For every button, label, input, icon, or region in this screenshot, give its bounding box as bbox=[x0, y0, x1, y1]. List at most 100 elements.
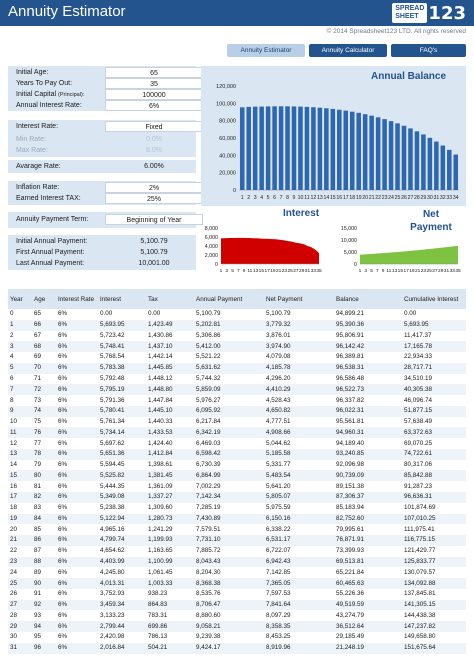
table-cell: 4,410.29 bbox=[264, 384, 334, 396]
table-cell: 6% bbox=[56, 599, 98, 611]
y-tick-label: 80,000 bbox=[219, 119, 236, 125]
balance-bar bbox=[259, 106, 264, 190]
logo-number: 123 bbox=[428, 2, 466, 24]
table-row: 19 84 6% 5,122.94 1,280.73 7,430.89 6,150.16 82… bbox=[8, 513, 466, 525]
table-cell: 96,142.42 bbox=[334, 341, 402, 353]
table-cell: 8,043.43 bbox=[194, 556, 264, 568]
x-tick-label: 28 bbox=[414, 195, 420, 201]
table-cell: 94,960.31 bbox=[334, 427, 402, 439]
table-cell: 6,150.16 bbox=[264, 513, 334, 525]
table-cell: 8,535.76 bbox=[196, 590, 221, 598]
x-tick-label: 3 bbox=[364, 268, 367, 274]
table-cell: 5,122.94 bbox=[98, 513, 146, 525]
table-cell: 147,237.82 bbox=[402, 621, 466, 632]
years-to-pay-input[interactable]: 35 bbox=[105, 78, 203, 89]
table-cell: 4 bbox=[10, 353, 14, 361]
x-tick-label: 5 bbox=[231, 268, 234, 274]
x-tick-label: 29 bbox=[421, 195, 427, 201]
table-cell: 3 bbox=[8, 341, 32, 353]
table-row: 6 71 6% 5,792.48 1,448.12 5,744.32 4,296.20 96,… bbox=[8, 374, 466, 385]
annual-rate-input[interactable]: 6% bbox=[105, 100, 203, 111]
table-cell: 2,016.84 bbox=[98, 642, 146, 654]
tab-annuity-estimator[interactable]: Annuity Estimator bbox=[227, 44, 305, 57]
y-tick-label: 10,000 bbox=[341, 238, 357, 244]
x-tick-label: 11 bbox=[386, 268, 391, 274]
x-tick-label: 16 bbox=[336, 195, 342, 201]
table-cell: 1,430.86 bbox=[148, 331, 173, 339]
initial-capital-label: Initial Capital (Principal): bbox=[16, 91, 85, 98]
balance-bar bbox=[453, 154, 459, 190]
interest-rate-select[interactable]: Fixed bbox=[105, 121, 203, 132]
balance-bar bbox=[440, 145, 446, 190]
table-cell: 3,779.32 bbox=[264, 319, 334, 331]
table-row: 21 86 6% 4,799.74 1,199.93 7,731.10 6,531.17 76… bbox=[8, 535, 466, 546]
table-cell: 5,723.42 bbox=[100, 331, 125, 339]
interest-tax-input[interactable]: 25% bbox=[105, 193, 203, 204]
tab-faqs[interactable]: FAQ's bbox=[391, 44, 466, 57]
last-payment-value: 10,001.00 bbox=[138, 260, 170, 267]
table-cell: 8,880.60 bbox=[196, 611, 221, 619]
table-cell: 5 bbox=[8, 362, 32, 374]
inflation-rate-input[interactable]: 2% bbox=[105, 182, 203, 193]
table-cell: 68 bbox=[32, 341, 56, 353]
x-tick-label: 9 bbox=[382, 268, 385, 274]
table-cell: 5,202.81 bbox=[194, 319, 264, 331]
table-cell: 95,390.36 bbox=[334, 319, 402, 331]
table-row: 30 95 6% 2,420.98 786.13 9,239.38 8,453.25 29,1… bbox=[8, 632, 466, 643]
payment-term-select[interactable]: Beginning of Year bbox=[105, 214, 203, 225]
table-cell: 6% bbox=[58, 633, 68, 641]
column-header: Year bbox=[8, 289, 32, 309]
table-cell: 5,859.09 bbox=[194, 384, 264, 396]
interest-tax-row: Earned Interest TAX: 25% bbox=[8, 193, 203, 204]
table-cell: 74,722.61 bbox=[402, 448, 466, 460]
table-cell: 6% bbox=[58, 482, 68, 490]
table-cell: 783.31 bbox=[148, 611, 168, 619]
balance-chart-title: Annual Balance bbox=[371, 71, 447, 82]
initial-age-input[interactable]: 65 bbox=[105, 67, 203, 78]
table-cell: 67 bbox=[34, 331, 42, 339]
min-rate-input: 0.0% bbox=[146, 136, 162, 143]
table-cell: 90 bbox=[32, 578, 56, 589]
table-cell: 93,240.85 bbox=[334, 448, 402, 460]
table-cell: 23 bbox=[8, 556, 32, 568]
x-tick-label: 31 bbox=[444, 268, 450, 274]
tab-annuity-calculator[interactable]: Annuity Calculator bbox=[309, 44, 387, 57]
payment-term-panel: Annuity Payment Term: Beginning of Year bbox=[8, 212, 203, 228]
table-cell: 7,430.89 bbox=[194, 513, 264, 525]
table-cell: 6,598.42 bbox=[194, 448, 264, 460]
table-cell: 6% bbox=[58, 396, 68, 404]
table-cell: 55,226.36 bbox=[336, 590, 365, 598]
table-cell: 2,799.44 bbox=[98, 621, 146, 632]
column-header: Interest Rate bbox=[56, 289, 98, 309]
y-tick-label: 100,000 bbox=[216, 101, 236, 107]
x-tick-label: 33 bbox=[446, 195, 452, 201]
y-tick-label: 20,000 bbox=[219, 171, 236, 177]
table-cell: 21,248.19 bbox=[334, 642, 402, 654]
table-cell: 93 bbox=[34, 611, 42, 619]
table-cell: 9,239.38 bbox=[196, 633, 221, 641]
table-cell: 4,079.08 bbox=[266, 353, 291, 361]
table-cell: 78 bbox=[32, 448, 56, 460]
table-cell: 29 bbox=[8, 621, 32, 632]
column-header: Cumulative Interest bbox=[402, 289, 466, 309]
table-cell: 144,438.38 bbox=[404, 611, 436, 619]
table-cell: 14 bbox=[10, 461, 18, 469]
balance-bar bbox=[304, 106, 310, 190]
table-cell: 1,445.85 bbox=[146, 362, 194, 374]
table-cell: 21 bbox=[8, 535, 32, 546]
table-row: 0 65 6% 0.00 0.00 5,100.79 5,100.79 94,899.21 0.… bbox=[8, 309, 466, 320]
table-row: 9 74 6% 5,780.41 1,445.10 6,095.92 4,650.82 96,… bbox=[8, 405, 466, 417]
initial-capital-row: Initial Capital (Principal): 100000 bbox=[8, 89, 203, 100]
table-cell: 6% bbox=[58, 353, 68, 361]
table-cell: 1,280.73 bbox=[146, 513, 194, 525]
table-cell: 107,010.25 bbox=[402, 513, 466, 525]
table-cell: 5,693.95 bbox=[402, 319, 466, 331]
table-row: 16 81 6% 5,444.35 1,361.09 7,002.29 5,641.20 89… bbox=[8, 481, 466, 492]
table-cell: 89,151.38 bbox=[336, 482, 365, 490]
x-tick-label: 23 bbox=[382, 195, 388, 201]
table-cell: 5,734.14 bbox=[98, 427, 146, 439]
y-tick-label: 40,000 bbox=[219, 153, 236, 159]
initial-capital-input[interactable]: 100000 bbox=[105, 89, 203, 100]
table-cell: 10 bbox=[10, 418, 18, 426]
balance-bar bbox=[362, 114, 368, 190]
